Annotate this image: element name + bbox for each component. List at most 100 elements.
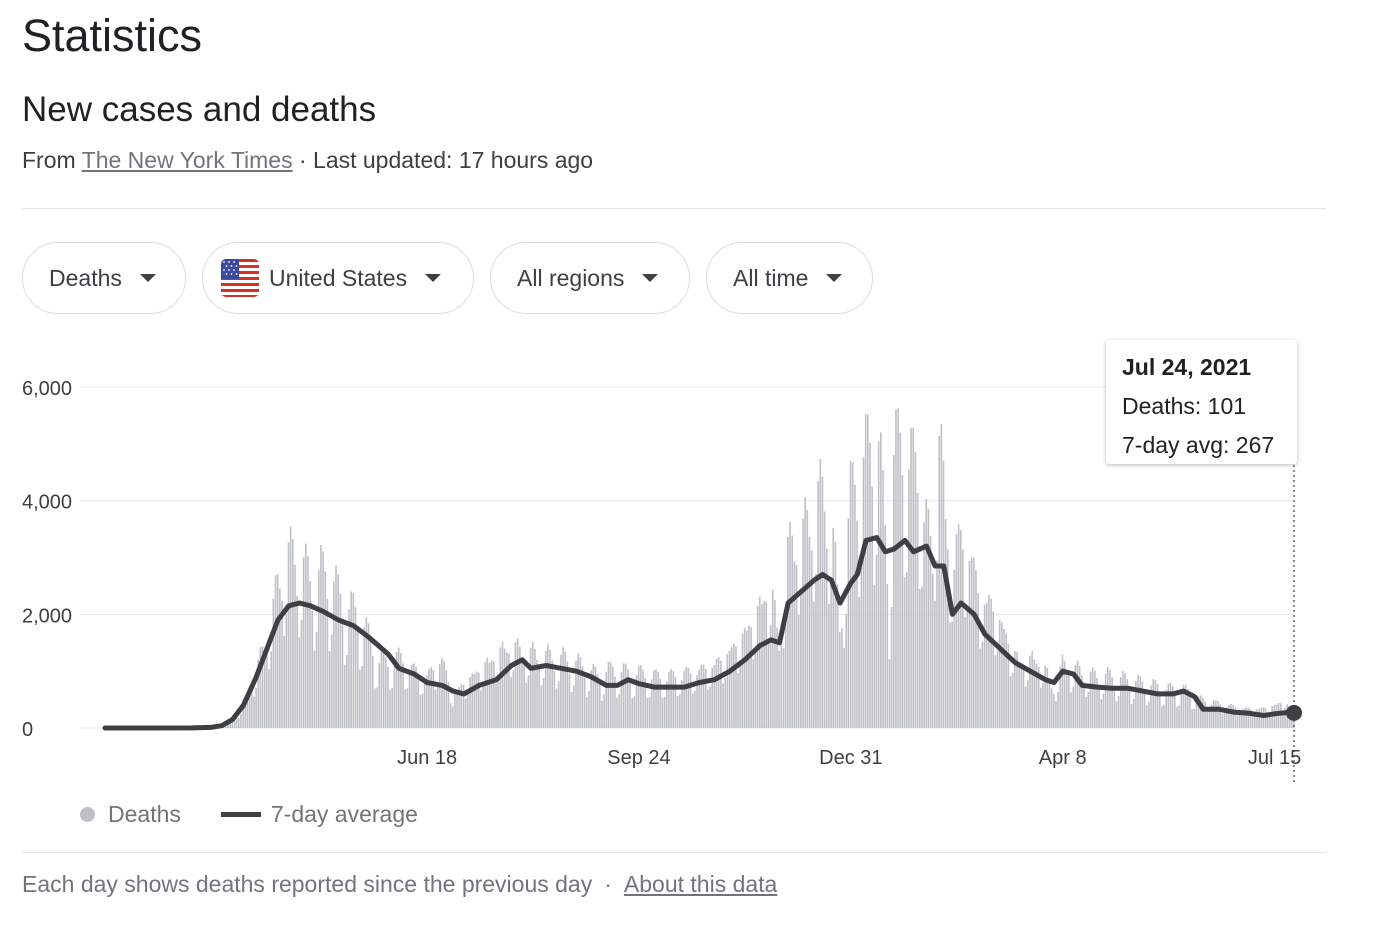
deaths-bar: [482, 684, 484, 728]
deaths-bar: [992, 611, 995, 728]
deaths-bar: [972, 557, 975, 728]
time-range-dropdown[interactable]: All time: [706, 242, 873, 314]
deaths-bar: [735, 646, 737, 728]
deaths-bar: [880, 432, 882, 728]
deaths-bar: [849, 461, 852, 728]
deaths-bar: [1059, 666, 1062, 728]
deaths-bar: [698, 669, 701, 728]
deaths-bar: [817, 480, 819, 728]
deaths-bar: [1221, 713, 1224, 728]
deaths-bar: [322, 551, 324, 728]
deaths-bar: [633, 696, 636, 728]
deaths-bar: [337, 573, 340, 728]
deaths-bar: [311, 610, 314, 728]
deaths-bar: [1009, 676, 1012, 728]
deaths-bar: [1130, 704, 1133, 728]
deaths-bar: [1122, 670, 1124, 728]
deaths-bar: [389, 690, 391, 728]
deaths-bar: [925, 498, 928, 728]
deaths-bar: [1247, 707, 1250, 728]
deaths-bar: [1055, 700, 1057, 728]
deaths-bar: [324, 571, 327, 728]
deaths-bar: [1258, 708, 1260, 728]
deaths-bar: [882, 470, 884, 728]
deaths-bar: [300, 619, 303, 728]
deaths-bar: [953, 569, 956, 728]
deaths-bar: [1014, 650, 1016, 728]
deaths-bar: [1132, 698, 1135, 728]
deaths-bar: [503, 648, 506, 728]
deaths-bar: [776, 627, 778, 728]
deaths-bar: [1165, 689, 1167, 728]
chart-tooltip: Jul 24, 2021 Deaths: 101 7-day avg: 267: [1106, 340, 1297, 464]
deaths-bar: [674, 676, 677, 728]
deaths-bar: [1100, 699, 1103, 728]
deaths-bar: [391, 687, 394, 728]
deaths-bar: [691, 693, 694, 728]
deaths-bar: [270, 651, 273, 728]
deaths-bar: [304, 543, 307, 728]
deaths-bar: [339, 593, 342, 728]
deaths-bar: [843, 647, 845, 728]
deaths-bar: [302, 557, 305, 728]
deaths-bar: [244, 696, 247, 728]
deaths-bar: [1035, 663, 1038, 728]
deaths-bar: [246, 692, 249, 728]
deaths-bar: [739, 665, 742, 728]
source-link[interactable]: The New York Times: [81, 147, 293, 173]
chevron-down-icon: [642, 274, 659, 282]
metric-dropdown[interactable]: Deaths: [22, 242, 186, 314]
deaths-bar: [475, 671, 478, 728]
y-tick-label: 4,000: [22, 492, 72, 514]
deaths-bar: [605, 671, 608, 728]
deaths-bar: [938, 435, 941, 728]
deaths-bar: [529, 647, 532, 728]
deaths-bar: [224, 725, 227, 728]
legend-deaths-label: Deaths: [108, 800, 181, 827]
deaths-bar: [800, 594, 802, 728]
chevron-down-icon: [139, 274, 156, 282]
region-dropdown[interactable]: All regions: [490, 242, 690, 314]
deaths-bar: [949, 622, 951, 728]
deaths-bar: [914, 451, 917, 728]
deaths-bar: [936, 560, 938, 728]
deaths-bar: [1104, 673, 1107, 728]
x-tick-label: Jul 15: [1248, 747, 1301, 769]
deaths-bar: [233, 717, 236, 728]
deaths-bar: [1094, 670, 1096, 728]
deaths-bar: [1039, 687, 1042, 728]
deaths-bar: [627, 669, 629, 728]
deaths-bar: [417, 673, 420, 728]
deaths-bar: [1098, 687, 1100, 728]
deaths-bar: [787, 536, 789, 728]
deaths-bar: [350, 591, 352, 728]
deaths-bar: [819, 459, 822, 728]
deaths-bar: [730, 647, 733, 728]
deaths-bar: [994, 655, 997, 728]
deaths-bar: [1238, 714, 1241, 728]
deaths-bar: [1065, 671, 1068, 728]
deaths-bar: [242, 704, 244, 728]
deaths-bar: [765, 601, 768, 728]
deaths-bar: [408, 673, 411, 728]
deaths-bar: [592, 663, 595, 728]
us-flag-icon: [221, 259, 259, 297]
deaths-bar: [274, 575, 277, 728]
x-tick-label: Sep 24: [607, 747, 670, 769]
deaths-bar: [1236, 715, 1239, 728]
deaths-bar: [1083, 682, 1085, 728]
deaths-bar: [328, 651, 331, 728]
deaths-bar: [854, 484, 856, 728]
deaths-bar: [454, 694, 456, 728]
about-data-link[interactable]: About this data: [623, 871, 778, 897]
country-dropdown[interactable]: United States: [202, 242, 474, 314]
deaths-bar: [594, 666, 597, 728]
deaths-bar: [672, 671, 675, 728]
deaths-bar: [1256, 709, 1258, 728]
deaths-chart[interactable]: 0 2,000 4,000 6,000 Jun 18 Sep 24 Dec 31 Apr 8 J…: [0, 330, 1392, 790]
deaths-bar: [979, 648, 982, 728]
deaths-bar: [1128, 687, 1131, 728]
deaths-bar: [797, 614, 800, 728]
deaths-bar: [484, 662, 487, 728]
time-range-dropdown-label: All time: [733, 264, 809, 291]
